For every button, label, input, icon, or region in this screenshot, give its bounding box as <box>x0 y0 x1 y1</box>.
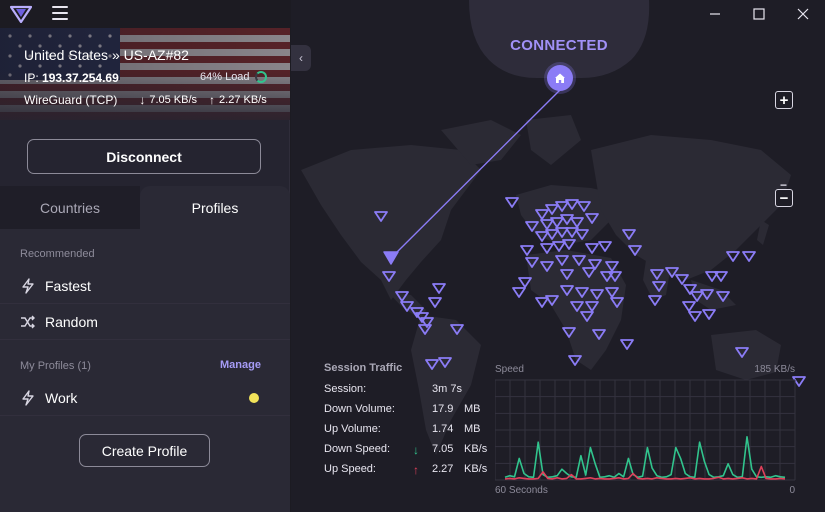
connection-status: CONNECTED <box>510 37 608 54</box>
tab-bar: Countries Profiles <box>0 186 290 229</box>
up-rate: ↑ 2.27 KB/s <box>209 93 267 107</box>
tab-profiles[interactable]: Profiles <box>140 186 290 229</box>
traffic-unit: KB/s <box>464 443 488 455</box>
shield-triangle-icon[interactable] <box>10 5 32 23</box>
bolt-icon <box>20 389 36 406</box>
chart-lines <box>504 436 786 480</box>
ip-address: IP: 193.37.254.69 <box>24 71 119 85</box>
traffic-label: Up Speed: <box>324 463 376 475</box>
disconnect-button[interactable]: Disconnect <box>27 139 261 174</box>
traffic-value: 3m 7s <box>432 383 462 395</box>
traffic-row: Down Speed: ↓ 7.05 KB/s <box>324 443 494 463</box>
chart-ymax-label: 185 KB/s <box>754 364 795 375</box>
traffic-unit: MB <box>464 403 481 415</box>
manage-link[interactable]: Manage <box>220 359 261 371</box>
profile-color-dot <box>249 393 259 403</box>
traffic-unit: KB/s <box>464 463 488 475</box>
chart-x-start-label: 60 Seconds <box>495 485 548 496</box>
chart-title: Speed <box>495 364 524 375</box>
collapse-panel-icon[interactable]: ‹ <box>291 45 311 71</box>
minimize-icon[interactable] <box>693 0 737 28</box>
traffic-label: Up Volume: <box>324 423 381 435</box>
traffic-label: Session: <box>324 383 367 395</box>
zoom-out-button[interactable]: − <box>775 189 793 207</box>
up-arrow-icon: ↑ <box>209 93 216 107</box>
traffic-row: Up Volume: 1.74 MB <box>324 423 494 443</box>
traffic-value: 17.9 <box>432 403 454 415</box>
down-speed-series <box>504 436 786 479</box>
window-controls <box>693 0 825 28</box>
server-load: 64% Load <box>200 71 267 83</box>
profile-work[interactable]: Work <box>0 380 290 416</box>
world-map <box>301 0 806 455</box>
traffic-value: 1.74 <box>432 423 454 435</box>
create-profile-button[interactable]: Create Profile <box>79 434 210 467</box>
up-speed-series <box>504 465 786 480</box>
down-rate: ↓ 7.05 KB/s <box>139 93 198 107</box>
protocol-row: WireGuard (TCP) ↓ 7.05 KB/s ↑ 2.27 KB/s <box>24 93 267 107</box>
protocol-label: WireGuard (TCP) <box>24 93 118 107</box>
close-icon[interactable] <box>781 0 825 28</box>
my-profiles-label: My Profiles (1) <box>20 360 91 372</box>
traffic-value: 7.05 <box>432 443 454 455</box>
map-view[interactable]: ‹ CONNECTED + − − Session Traffic Sessio… <box>291 0 825 512</box>
zoom-in-button[interactable]: + <box>775 91 793 109</box>
server-markers <box>374 197 806 387</box>
home-icon[interactable] <box>547 65 573 91</box>
profile-random[interactable]: Random <box>0 304 290 340</box>
zoom-level-mark: − <box>780 178 788 192</box>
shuffle-icon <box>20 314 36 330</box>
session-traffic-title: Session Traffic <box>324 362 403 374</box>
traffic-row: Up Speed: ↑ 2.27 KB/s <box>324 463 494 483</box>
speed-chart: Speed 185 KB/s 60 Seconds 0 <box>495 364 796 496</box>
down-arrow-icon: ↓ <box>413 443 419 457</box>
profile-fastest[interactable]: Fastest <box>0 268 290 304</box>
traffic-row: Session: 3m 7s <box>324 383 494 403</box>
tab-countries[interactable]: Countries <box>0 186 140 229</box>
country-flag-banner <box>0 28 290 120</box>
server-name: United States » US-AZ#82 <box>24 47 189 63</box>
traffic-unit: MB <box>464 423 481 435</box>
traffic-row: Down Volume: 17.9 MB <box>324 403 494 423</box>
load-ring-icon <box>254 71 267 83</box>
profile-list: Recommended Fastest Random My Profiles (… <box>0 229 290 512</box>
traffic-label: Down Volume: <box>324 403 395 415</box>
recommended-label: Recommended <box>20 248 95 260</box>
session-traffic: Session Traffic Session: 3m 7s Down Volume… <box>324 362 494 483</box>
traffic-label: Down Speed: <box>324 443 391 455</box>
hamburger-icon[interactable] <box>52 6 68 20</box>
left-panel: United States » US-AZ#82 IP: 193.37.254.… <box>0 0 290 512</box>
left-titlebar <box>0 0 290 28</box>
maximize-icon[interactable] <box>737 0 781 28</box>
bolt-icon <box>20 277 36 294</box>
traffic-value: 2.27 <box>432 463 454 475</box>
down-arrow-icon: ↓ <box>139 93 146 107</box>
up-arrow-icon: ↑ <box>413 463 419 477</box>
chart-x-end-label: 0 <box>789 485 795 496</box>
